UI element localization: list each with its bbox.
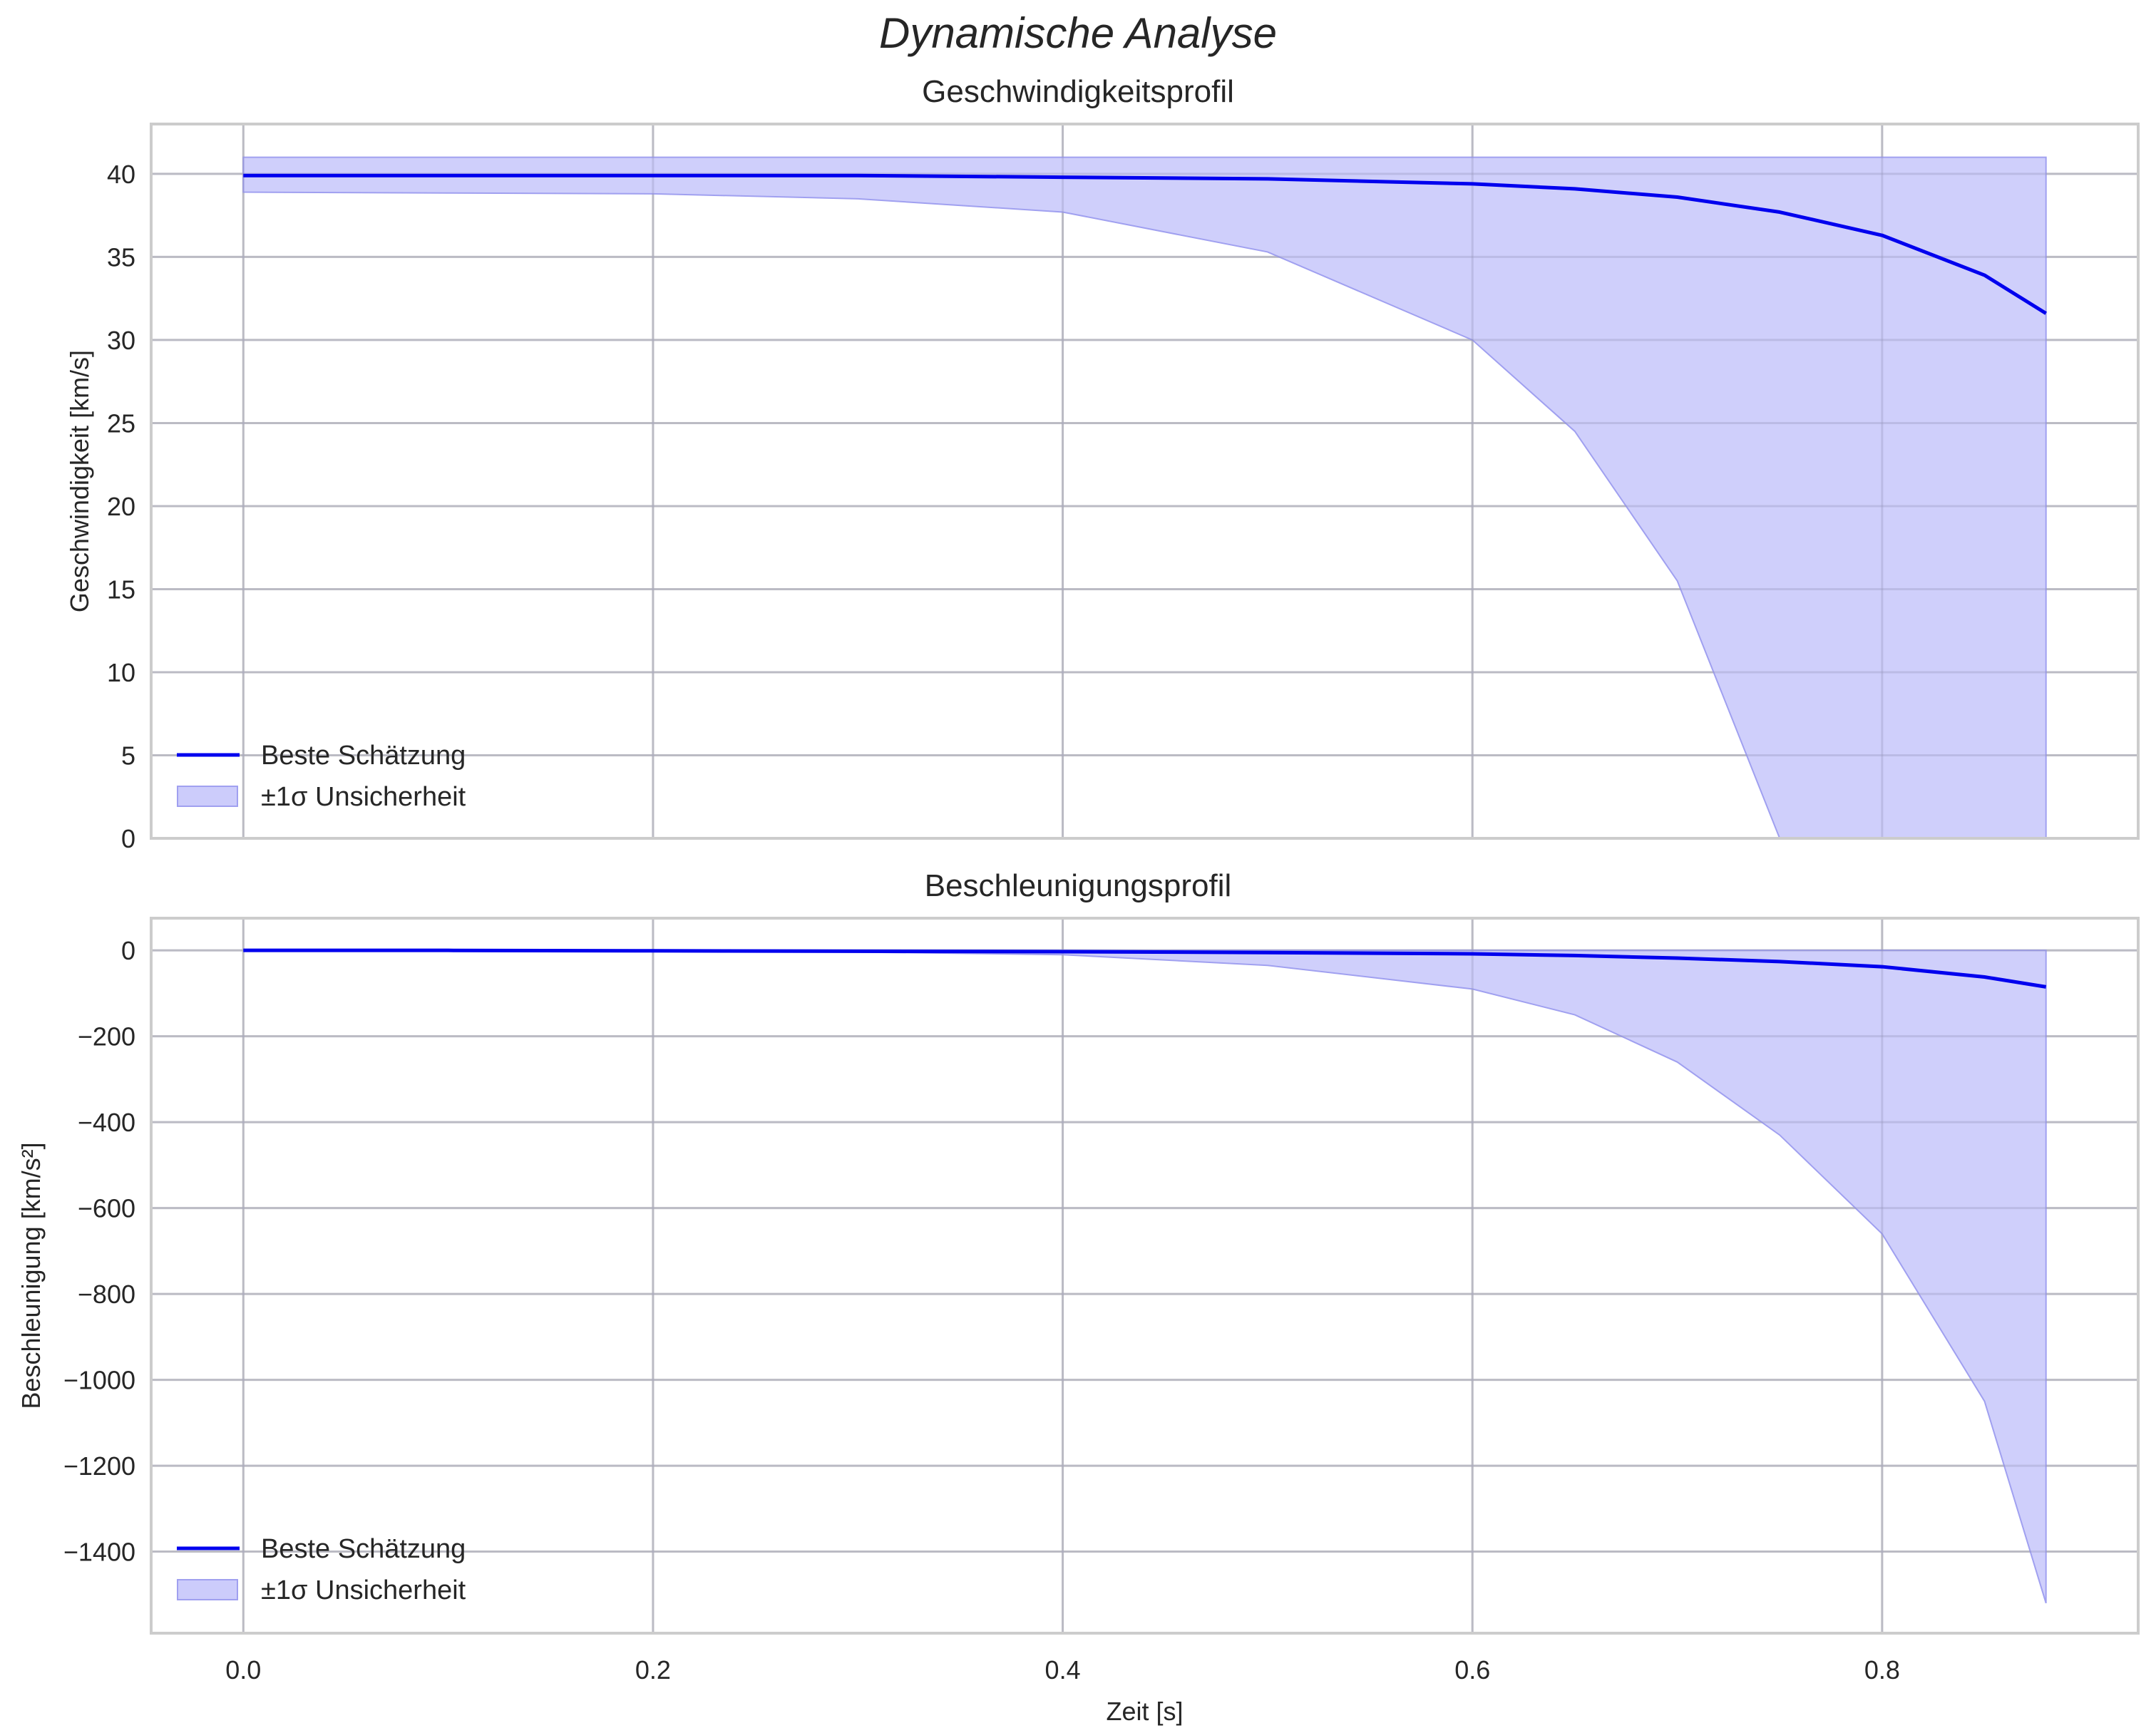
y-tick-label: 0 (121, 936, 135, 965)
legend: Beste Schätzung ±1σ Unsicherheit (177, 1534, 466, 1605)
y-tick-label: 15 (107, 575, 135, 604)
figure-title: Dynamische Analyse (878, 9, 1278, 57)
y-tick-label: −400 (78, 1108, 135, 1137)
acceleration-chart: 0.0 0.2 0.4 0.6 0.8 0 −200 −400 −600 −800 −1000 −12… (16, 917, 2140, 1726)
y-tick-label: −200 (78, 1022, 135, 1051)
y-tick-label: −1000 (63, 1366, 135, 1395)
x-axis-label: Zeit [s] (1106, 1697, 1183, 1726)
velocity-chart-title: Geschwindigkeitsprofil (922, 74, 1234, 109)
legend-label-best: Beste Schätzung (261, 741, 466, 771)
y-axis-label: Beschleunigung [km/s²] (16, 1142, 46, 1409)
y-tick-label: 20 (107, 492, 135, 521)
legend-band-swatch (177, 1579, 238, 1600)
y-tick-label: 10 (107, 658, 135, 687)
uncertainty-band (243, 950, 2047, 1604)
x-tick-label: 0.8 (1864, 1655, 1900, 1685)
best-estimate-line (243, 173, 2048, 315)
legend-band-swatch (177, 786, 238, 807)
best-estimate-line (243, 948, 2047, 989)
y-tick-label: 30 (107, 326, 135, 355)
x-tick-label: 0.6 (1454, 1655, 1490, 1685)
axes-frame (150, 917, 2140, 1635)
x-tick-label: 0.0 (225, 1655, 261, 1685)
velocity-chart: 0 5 10 15 20 25 30 35 40 Geschwindigkeit [km/s] Be… (65, 123, 2140, 853)
y-axis-label: Geschwindigkeit [km/s] (65, 350, 94, 612)
axes-frame (150, 123, 2140, 840)
y-tick-label: −600 (78, 1194, 135, 1223)
legend-label-uncertainty: ±1σ Unsicherheit (261, 1575, 466, 1605)
acceleration-chart-title: Beschleunigungsprofil (924, 868, 1232, 903)
y-tick-label: 5 (121, 741, 135, 770)
uncertainty-band (242, 156, 2047, 838)
y-tick-label: −1400 (63, 1538, 135, 1567)
y-tick-label: −1200 (63, 1451, 135, 1481)
legend-label-uncertainty: ±1σ Unsicherheit (261, 782, 466, 812)
y-tick-label: −800 (78, 1280, 135, 1309)
legend: Beste Schätzung ±1σ Unsicherheit (177, 741, 466, 812)
x-tick-label: 0.4 (1045, 1655, 1081, 1685)
x-tick-label: 0.2 (635, 1655, 671, 1685)
y-tick-label: 35 (107, 242, 135, 272)
legend-label-best: Beste Schätzung (261, 1534, 466, 1564)
y-tick-label: 40 (107, 160, 135, 189)
y-tick-label: 0 (121, 824, 135, 853)
y-tick-label: 25 (107, 408, 135, 438)
